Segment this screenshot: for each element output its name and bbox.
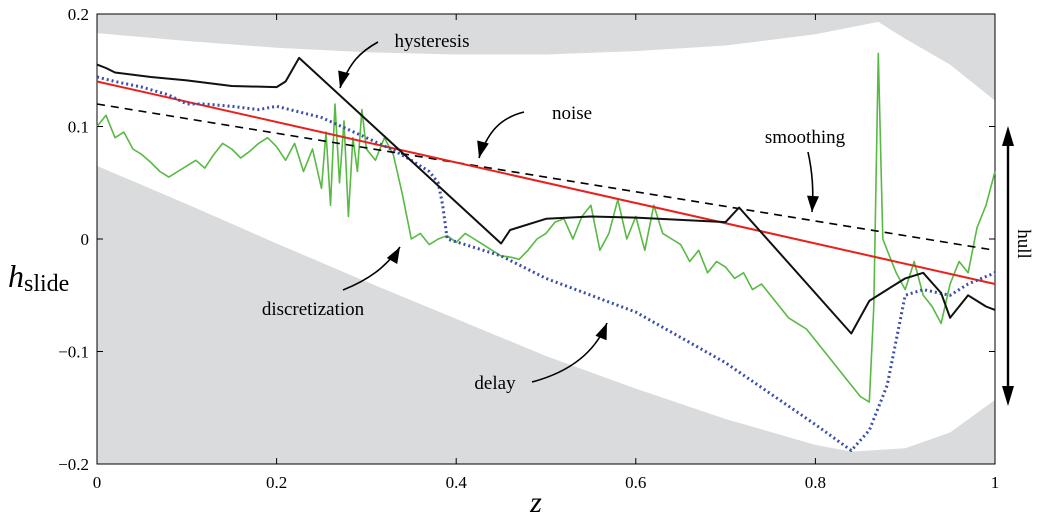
x-tick-label: 0.4 bbox=[446, 473, 468, 492]
annotation-delay: delay bbox=[474, 373, 516, 394]
series-line-smoothing bbox=[96, 103, 996, 252]
annotation-hull: hull bbox=[1013, 229, 1034, 259]
annotation-noise: noise bbox=[552, 103, 592, 124]
hull-lower-region bbox=[97, 165, 995, 464]
y-tick-label: −0.2 bbox=[58, 455, 89, 474]
noise-pointer bbox=[478, 111, 525, 159]
x-axis-label: z bbox=[529, 486, 542, 517]
hysteresis-arrowhead bbox=[338, 70, 350, 88]
x-tick-label: 0.2 bbox=[266, 473, 287, 492]
series-line-hysteresis bbox=[96, 56, 996, 335]
x-tick-label: 1 bbox=[991, 473, 1000, 492]
y-tick-label: −0.1 bbox=[58, 343, 89, 362]
y-axis-label-main: h bbox=[8, 258, 24, 294]
hull-upper-region bbox=[97, 14, 995, 101]
noise-arrowhead bbox=[477, 140, 489, 158]
axis-ticks: 0 0.2 0.4 0.6 0.8 1 −0.2 −0.1 0 0.1 0.2 bbox=[58, 5, 999, 492]
delay-arrowhead bbox=[595, 323, 607, 341]
smoothing-arrowhead bbox=[807, 195, 819, 212]
x-tick-label: 0.8 bbox=[805, 473, 826, 492]
series-line-discretization_curve bbox=[96, 52, 996, 403]
hull-arrowhead-bottom bbox=[1002, 386, 1014, 406]
y-axis-label-sub: slide bbox=[24, 271, 69, 297]
hull-arrowhead-top bbox=[1002, 126, 1014, 146]
x-tick-label: 0 bbox=[93, 473, 102, 492]
y-axis-label: hslide bbox=[8, 258, 69, 297]
x-tick-label: 0.6 bbox=[625, 473, 646, 492]
series-layer bbox=[96, 52, 996, 452]
y-tick-label: 0 bbox=[81, 230, 90, 249]
y-tick-label: 0.1 bbox=[68, 118, 89, 137]
y-tick-label: 0.2 bbox=[68, 5, 89, 24]
annotation-discretization: discretization bbox=[262, 299, 365, 320]
annotation-hysteresis: hysteresis bbox=[395, 31, 470, 52]
annotations: hysteresis noise smoothing discretizatio… bbox=[262, 31, 1034, 406]
discretization-arrowhead bbox=[386, 247, 400, 264]
series-line-noise bbox=[96, 80, 996, 285]
annotation-smoothing: smoothing bbox=[765, 127, 846, 148]
hull-region bbox=[97, 14, 995, 464]
